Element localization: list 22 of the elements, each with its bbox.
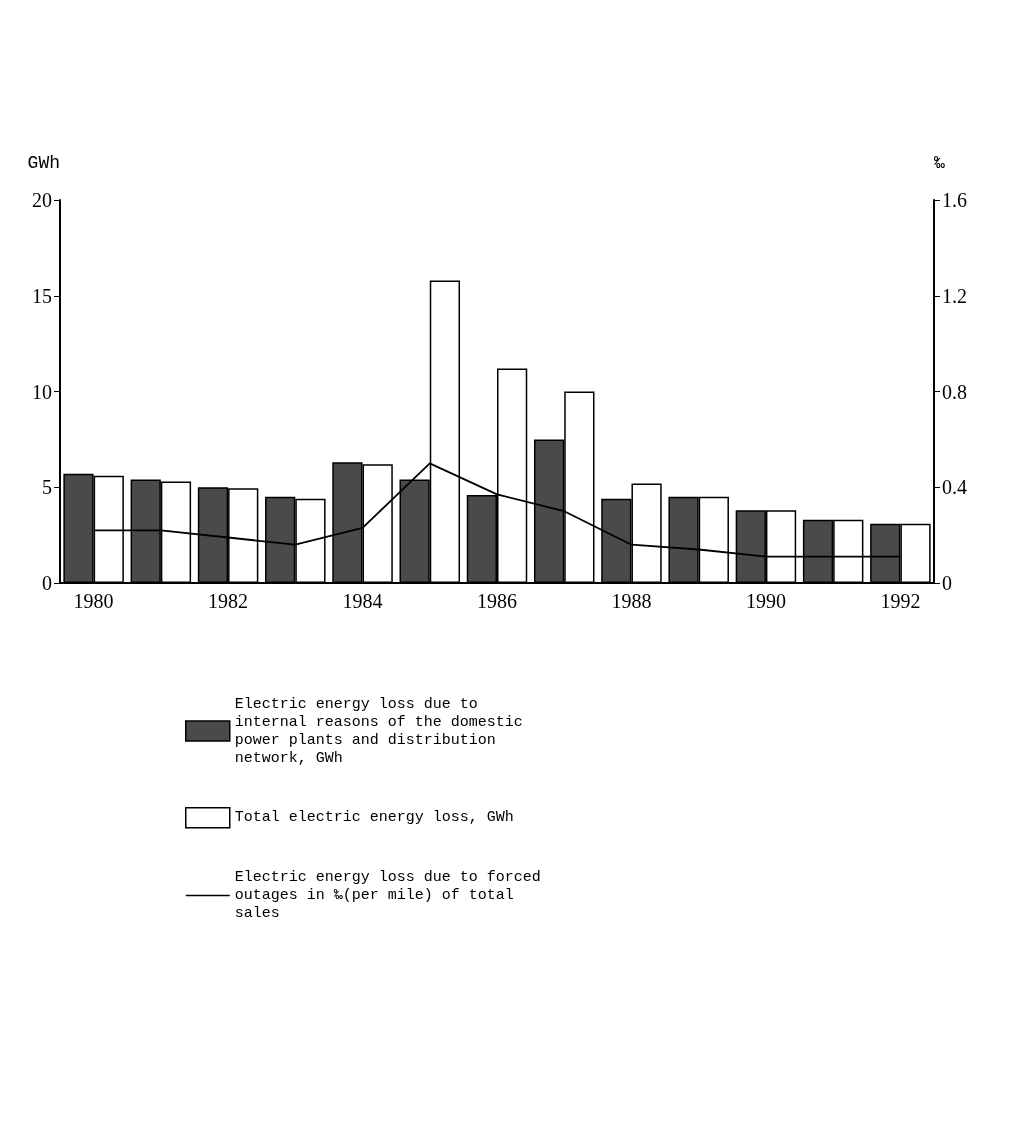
x-tick-label: 1992: [880, 590, 921, 612]
y-tick-label: 20: [32, 189, 52, 211]
x-tick-label: 1986: [477, 590, 517, 612]
x-tick-label: 1980: [73, 590, 114, 612]
x-tick-label: 1982: [208, 590, 249, 612]
legend-label: Total electric energy loss, GWh: [234, 809, 514, 827]
y-axis-title: GWh: [27, 153, 60, 173]
legend-label: Electric energy loss due to forced outages in ‰(per mile) of total sales: [234, 869, 550, 922]
y-tick-label: 10: [32, 380, 52, 403]
x-tick-label: 1984: [342, 590, 383, 612]
y2-tick-label: 0: [942, 572, 952, 594]
y-tick-label: 15: [32, 284, 52, 307]
y-tick-label: 0: [42, 572, 52, 594]
legend-label: Electric energy loss due to internal reasons of the domestic power plants and distribution network, GWh: [234, 695, 532, 767]
x-tick-label: 1988: [611, 590, 652, 612]
x-tick-label: 1990: [745, 590, 786, 612]
y2-tick-label: 1.6: [942, 189, 967, 211]
y-tick-label: 5: [42, 476, 52, 499]
y2-tick-label: 0.4: [942, 476, 967, 499]
y2-tick-label: 0.8: [942, 380, 967, 403]
y2-tick-label: 1.2: [942, 284, 967, 307]
y2-axis-title: ‰: [934, 153, 945, 173]
